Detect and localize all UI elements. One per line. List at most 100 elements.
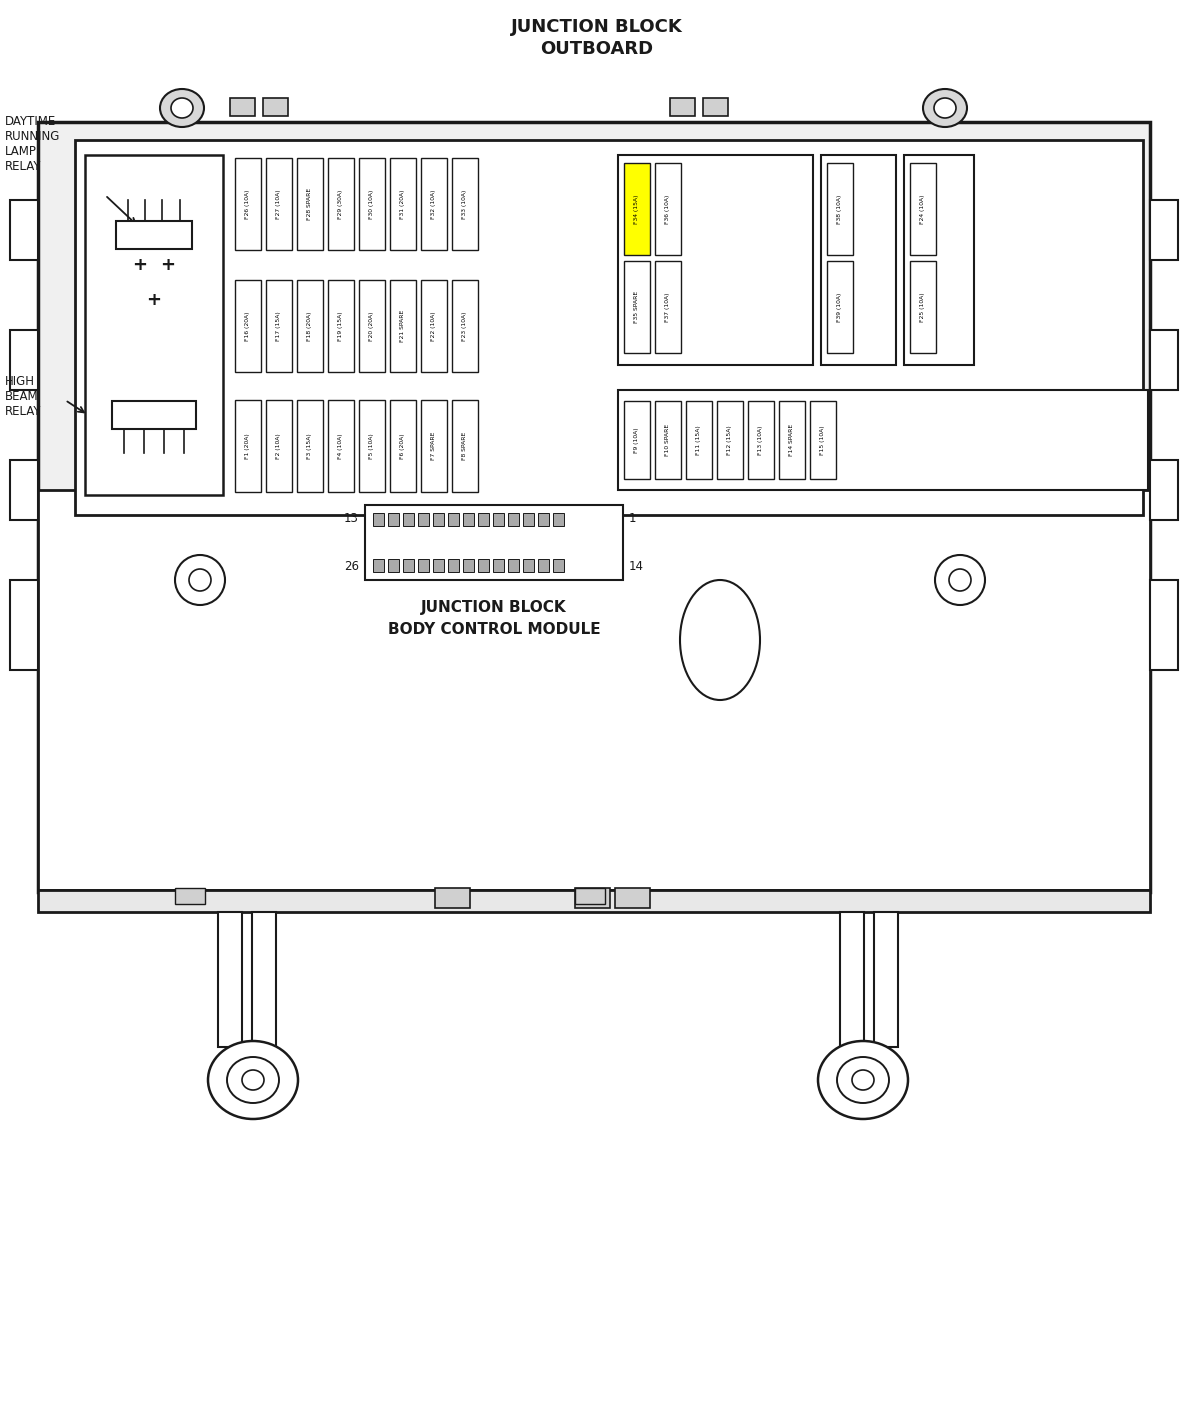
Bar xyxy=(38,889,1150,912)
Ellipse shape xyxy=(227,1057,278,1103)
Bar xyxy=(373,514,384,527)
Bar xyxy=(85,155,223,495)
Text: F7 SPARE: F7 SPARE xyxy=(431,431,436,460)
Text: F13 (10A): F13 (10A) xyxy=(759,425,764,455)
Bar xyxy=(327,158,354,250)
Bar xyxy=(553,559,564,572)
Bar xyxy=(448,559,459,572)
Bar xyxy=(388,559,399,572)
Bar xyxy=(748,401,774,480)
Text: F23 (10A): F23 (10A) xyxy=(462,312,467,340)
Bar xyxy=(624,164,650,255)
Bar xyxy=(10,330,38,390)
Bar xyxy=(508,514,519,527)
Bar xyxy=(433,559,445,572)
Bar xyxy=(821,155,896,366)
Bar xyxy=(174,888,206,904)
Bar xyxy=(810,401,836,480)
Bar xyxy=(911,260,936,353)
Bar xyxy=(38,122,1150,892)
Bar xyxy=(538,514,549,527)
Bar xyxy=(575,888,609,908)
Bar xyxy=(358,158,385,250)
Bar xyxy=(1150,460,1178,519)
Bar xyxy=(618,155,813,366)
Text: +: + xyxy=(133,256,147,275)
Text: F6 (20A): F6 (20A) xyxy=(400,433,405,458)
Text: F15 (10A): F15 (10A) xyxy=(821,425,826,455)
Text: +: + xyxy=(160,256,176,275)
Bar xyxy=(10,581,38,670)
Bar xyxy=(327,400,354,492)
Ellipse shape xyxy=(208,1042,298,1118)
Bar xyxy=(553,514,564,527)
Bar xyxy=(448,514,459,527)
Bar xyxy=(462,559,474,572)
Ellipse shape xyxy=(243,1070,264,1090)
Text: F11 (15A): F11 (15A) xyxy=(697,425,701,455)
Text: F29 (30A): F29 (30A) xyxy=(338,189,343,219)
Bar xyxy=(1150,201,1178,260)
Bar xyxy=(235,280,261,371)
Text: F16 (20A): F16 (20A) xyxy=(245,312,251,340)
Ellipse shape xyxy=(171,98,194,118)
Text: HIGH
BEAM
RELAY: HIGH BEAM RELAY xyxy=(5,376,42,418)
Text: F33 (10A): F33 (10A) xyxy=(462,189,467,219)
Ellipse shape xyxy=(174,555,225,605)
Ellipse shape xyxy=(923,90,967,127)
Text: F8 SPARE: F8 SPARE xyxy=(462,431,467,460)
Text: F22 (10A): F22 (10A) xyxy=(431,312,436,342)
Bar xyxy=(655,401,681,480)
Text: F39 (10A): F39 (10A) xyxy=(838,292,842,322)
Ellipse shape xyxy=(160,90,204,127)
Text: OUTBOARD: OUTBOARD xyxy=(540,40,654,58)
Text: 14: 14 xyxy=(629,559,644,572)
Text: F35 SPARE: F35 SPARE xyxy=(635,290,639,323)
Text: JUNCTION BLOCK: JUNCTION BLOCK xyxy=(421,601,566,615)
Bar xyxy=(827,164,853,255)
Bar xyxy=(1150,581,1178,670)
Bar xyxy=(575,888,605,904)
Bar xyxy=(390,158,416,250)
Bar xyxy=(298,400,323,492)
Bar xyxy=(655,260,681,353)
Text: +: + xyxy=(147,290,161,309)
Text: 13: 13 xyxy=(344,512,358,525)
Bar xyxy=(421,158,447,250)
Text: F5 (10A): F5 (10A) xyxy=(369,433,374,458)
Bar xyxy=(390,400,416,492)
Text: F26 (10A): F26 (10A) xyxy=(245,189,251,219)
Text: F36 (10A): F36 (10A) xyxy=(666,195,670,223)
Bar xyxy=(624,401,650,480)
Bar xyxy=(686,401,712,480)
Bar xyxy=(462,514,474,527)
Text: F4 (10A): F4 (10A) xyxy=(338,433,343,458)
Bar xyxy=(670,98,695,117)
Bar xyxy=(229,98,255,117)
Text: F28 SPARE: F28 SPARE xyxy=(307,188,313,221)
Bar xyxy=(266,400,292,492)
Ellipse shape xyxy=(852,1070,874,1090)
Bar xyxy=(523,559,534,572)
Bar xyxy=(403,514,413,527)
Bar xyxy=(75,139,1142,515)
Bar xyxy=(433,514,445,527)
Bar xyxy=(452,400,478,492)
Text: F18 (20A): F18 (20A) xyxy=(307,312,313,340)
Bar xyxy=(116,221,192,249)
Bar xyxy=(624,260,650,353)
Bar xyxy=(418,559,429,572)
Bar xyxy=(235,400,261,492)
Bar xyxy=(494,514,504,527)
Text: F9 (10A): F9 (10A) xyxy=(635,427,639,453)
Bar xyxy=(911,164,936,255)
Bar xyxy=(38,490,1150,889)
Bar xyxy=(435,888,470,908)
Bar xyxy=(478,559,489,572)
Text: F19 (15A): F19 (15A) xyxy=(338,312,343,342)
Bar xyxy=(1150,330,1178,390)
Bar xyxy=(390,280,416,371)
Text: F38 (10A): F38 (10A) xyxy=(838,195,842,223)
Ellipse shape xyxy=(819,1042,908,1118)
Text: F2 (10A): F2 (10A) xyxy=(276,433,282,458)
